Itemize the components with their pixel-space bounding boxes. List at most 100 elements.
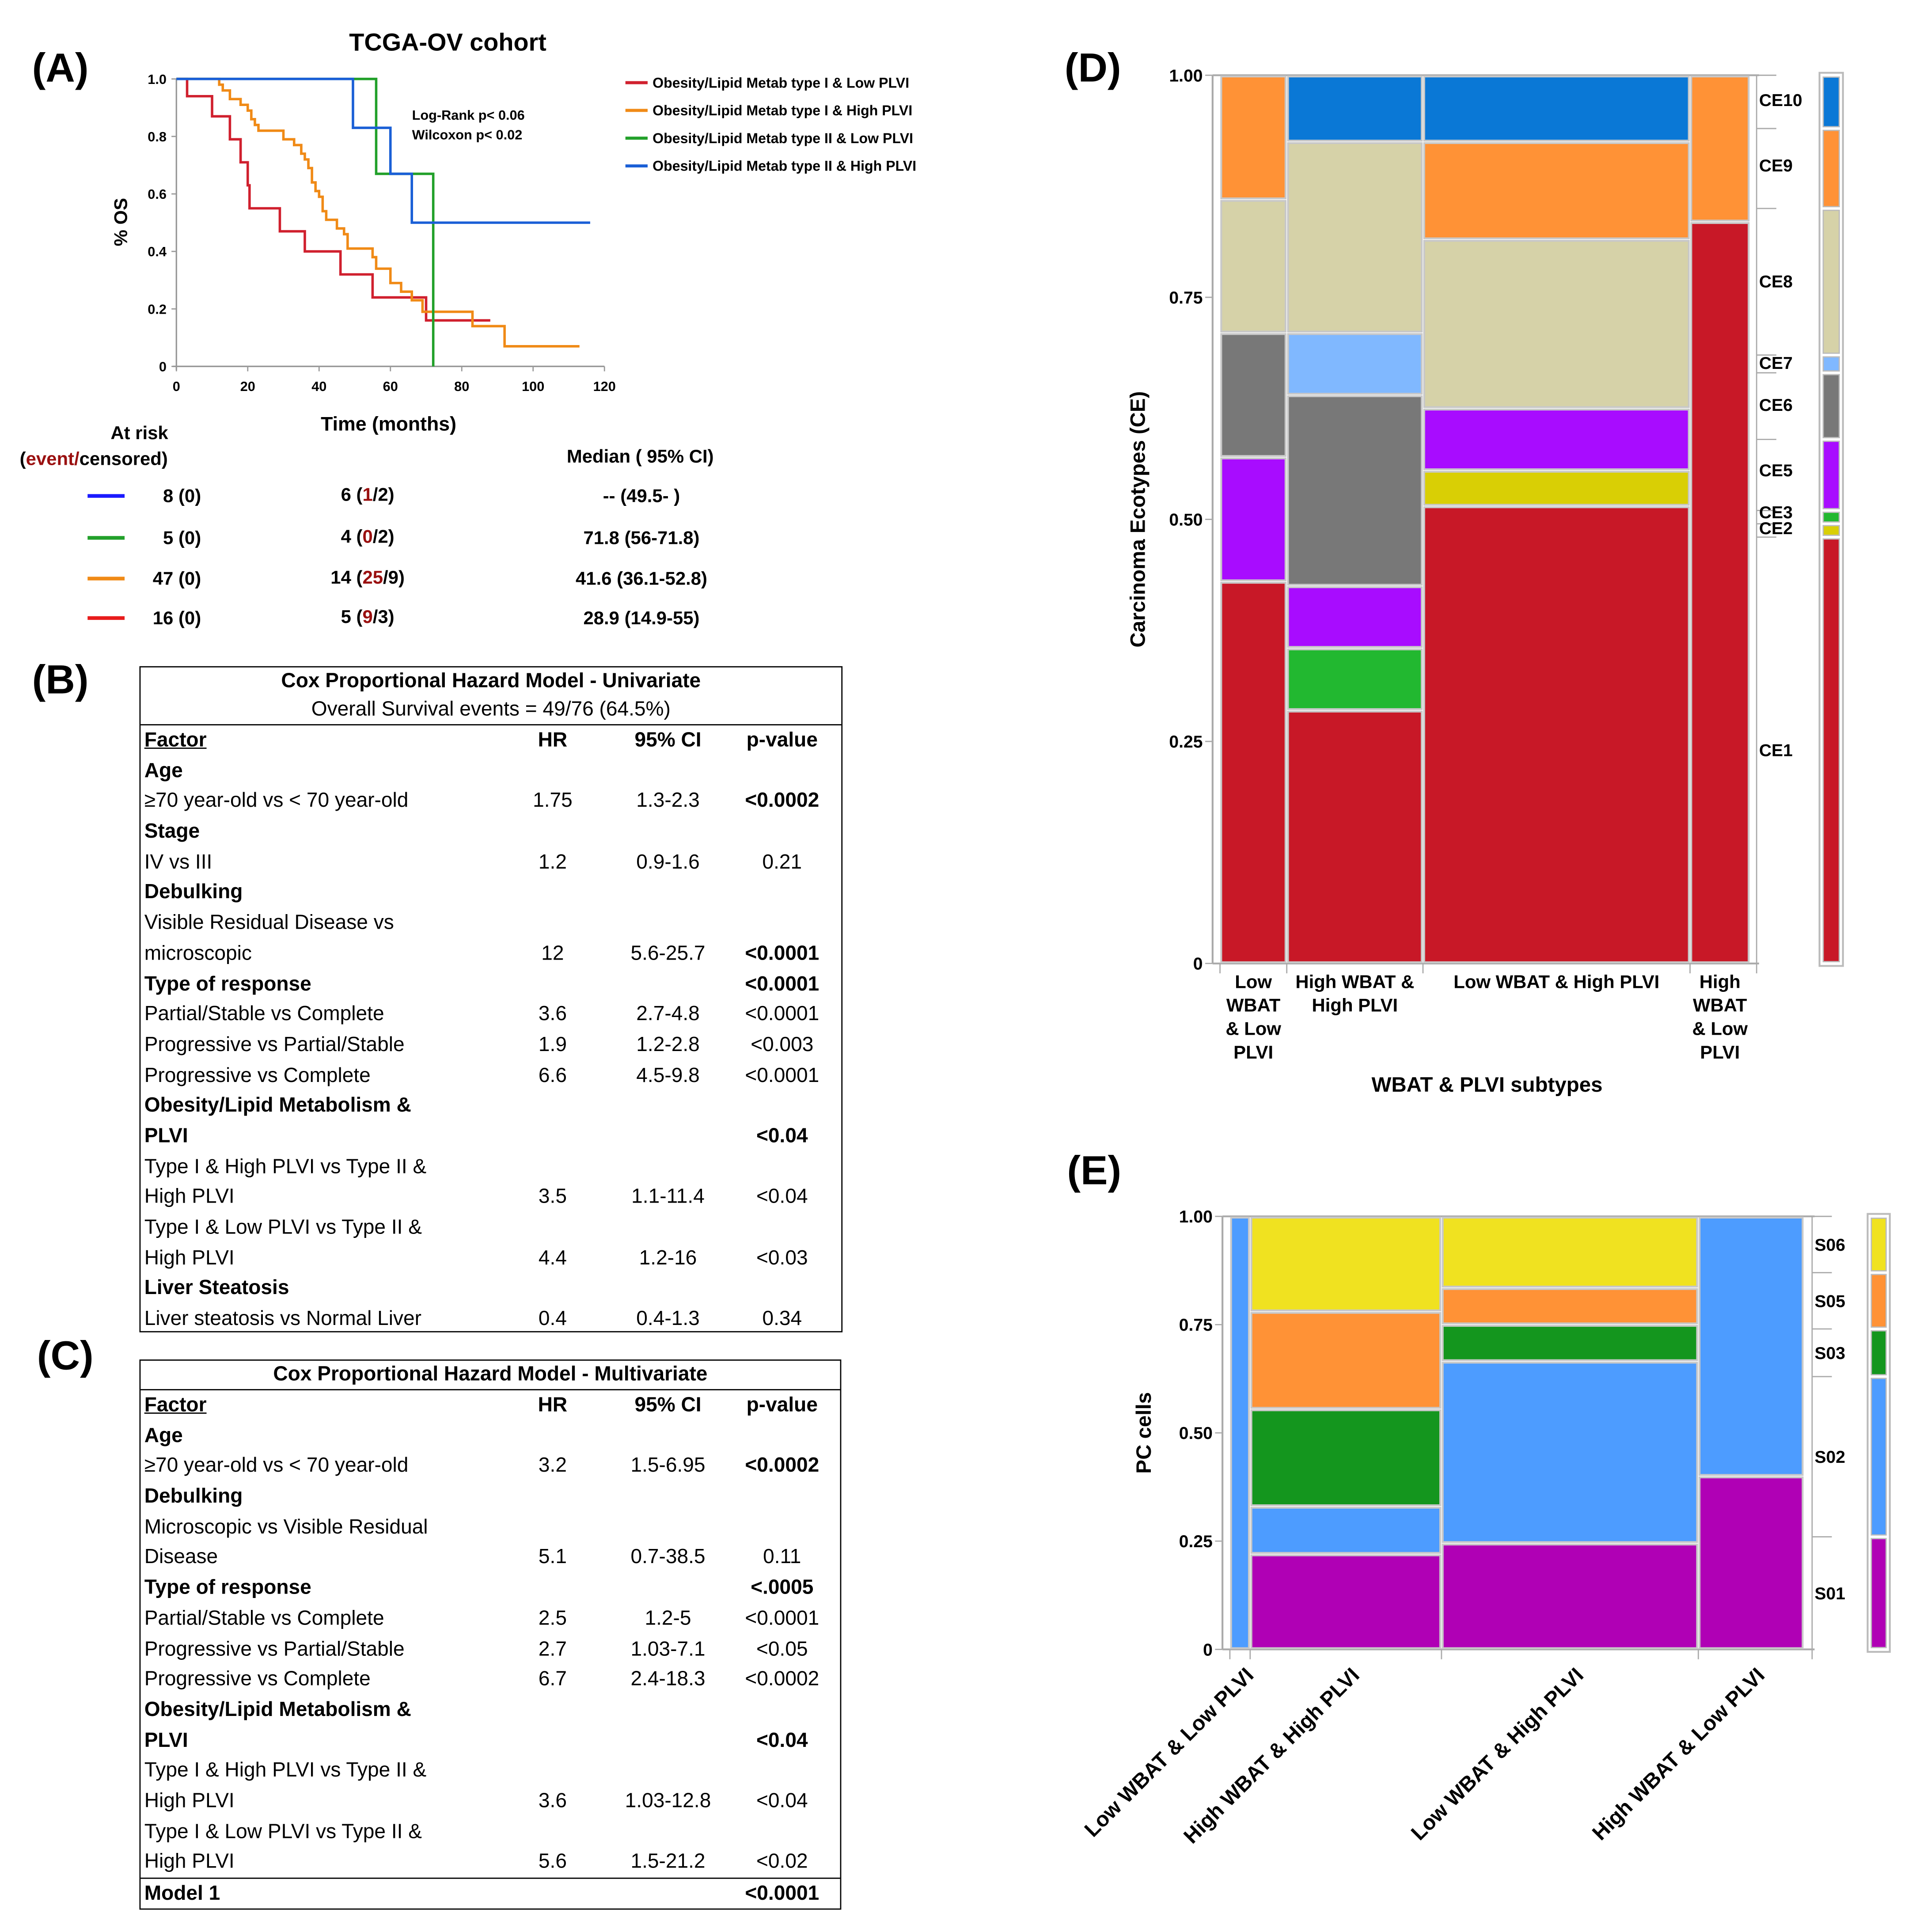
table-row: High PLVI 5.6 1.5-21.2 <0.02 [140,1847,840,1878]
y-tick-label: 0 [1203,1640,1213,1659]
chart-title: TCGA-OV cohort [349,28,546,56]
hr-cell: 1.2 [538,850,567,873]
category-label-ce8: CE8 [1759,273,1793,292]
risk-count-part: / [373,484,378,505]
mosaic-cell-s05 [1442,1288,1698,1325]
panel-label-d: (D) [1064,44,1121,90]
category-label-ce7: CE7 [1759,354,1793,373]
factor-cell: Type I & High PLVI vs Type II & [144,1155,427,1178]
x-category-label: Low WBAT & Low PLVI [1080,1663,1258,1841]
risk-count-part: 2 [378,526,388,547]
p-value-cell: <0.0001 [745,1064,819,1086]
table-row: Visible Residual Disease vs [140,908,841,938]
hr-cell: 4.4 [538,1247,567,1269]
x-category-label: Low WBAT & High PLVI [1407,1663,1588,1845]
table-row: Microscopic vs Visible Residual [140,1512,840,1543]
marginal-segment-ce3 [1822,512,1840,523]
marginal-segment-ce5 [1822,440,1840,509]
mosaic-cell-s01 [1699,1476,1804,1649]
hr-cell: 6.7 [538,1668,567,1690]
ci-cell: 5.6-25.7 [630,942,706,965]
factor-cell: PLVI [144,1729,188,1751]
hr-cell: 3.6 [538,1003,567,1025]
marginal-segment-ce7 [1822,356,1840,372]
table-row: Obesity/Lipid Metabolism & [140,1091,841,1121]
x-tick-label: 100 [522,379,544,394]
factor-cell: Progressive vs Complete [144,1064,371,1086]
risk-count-start: 5 (0) [163,527,201,548]
marginal-segment-ce9 [1822,129,1840,208]
table-row: Progressive vs Complete 6.6 4.5-9.8 <0.0001 [140,1060,841,1091]
table-header: Cox Proportional Hazard Model - Multivar… [140,1361,840,1390]
y-tick-label: 0.75 [1169,288,1203,307]
ci-cell: 2.7-4.8 [636,1003,700,1025]
median-value: 71.8 (56-71.8) [583,527,699,548]
risk-count-part: 2 [378,484,388,505]
logrank-text: Log-Rank p< 0.06 [412,107,525,123]
table-row: Type of response <.0005 [140,1573,840,1604]
marginal-segment-s05 [1870,1274,1887,1328]
y-tick-label: 0 [1193,955,1203,974]
table-row: Progressive vs Partial/Stable 2.7 1.03-7.1… [140,1634,840,1664]
factor-cell: Progressive vs Complete [144,1668,371,1690]
mosaic-cell-ce5 [1287,586,1423,648]
risk-count-part: 9 [388,567,398,588]
p-value-cell: <0.0002 [745,790,819,812]
column-header-hr: HR [538,729,568,752]
factor-cell: Visible Residual Disease vs [144,911,394,934]
median-value: 28.9 (14.9-55) [583,607,699,628]
ci-cell: 1.1-11.4 [631,1186,705,1208]
factor-cell: Type I & Low PLVI vs Type II & [144,1820,422,1843]
category-label-ce2: CE2 [1759,519,1793,538]
factor-cell: Liver steatosis vs Normal Liver [144,1308,422,1330]
category-label-ce9: CE9 [1759,156,1793,175]
table-row: High PLVI 3.5 1.1-11.4 <0.04 [140,1182,841,1213]
x-tick-label: 120 [593,379,616,394]
mosaic-cell-ce6 [1220,333,1287,457]
mosaic-cell-ce2 [1423,471,1690,506]
y-axis-label: Carcinoma Ecotypes (CE) [1126,391,1149,647]
ci-cell: 1.2-16 [639,1247,697,1269]
x-category-label: High WBAT & [1295,972,1414,992]
table-row: Type I & High PLVI vs Type II & [140,1756,840,1786]
factor-cell: Type I & High PLVI vs Type II & [144,1759,427,1782]
factor-cell: Liver Steatosis [144,1277,289,1300]
risk-count-part: 4 ( [341,526,363,547]
mosaic-cell-ce9 [1220,76,1287,200]
x-category-label: PLVI [1700,1042,1740,1063]
y-tick-label: 1.0 [148,72,167,87]
table-row: Obesity/Lipid Metabolism & [140,1695,840,1725]
x-category-label: Low [1235,972,1272,992]
table-row: Model 1 <0.0001 [140,1877,840,1909]
mosaic-cell-s02 [1442,1362,1698,1543]
univariate-cox-table: Cox Proportional Hazard Model - Univaria… [139,666,843,1332]
factor-cell: High PLVI [144,1851,235,1873]
table-row: High PLVI 4.4 1.2-16 <0.03 [140,1243,841,1274]
table-row: ≥70 year-old vs < 70 year-old 1.75 1.3-2.3… [140,786,841,817]
ci-cell: 0.7-38.5 [630,1546,706,1569]
factor-cell: Model 1 [144,1883,220,1905]
mosaic-cell-ce1 [1423,506,1690,964]
mosaic-cell-ce3 [1287,648,1423,710]
x-category-label: WBAT [1693,995,1747,1016]
risk-count-start: 47 (0) [153,568,201,589]
table-row: Debulking [140,1482,840,1512]
factor-cell: High PLVI [144,1186,235,1208]
ci-cell: 1.2-5 [645,1607,691,1630]
x-tick-label: 60 [383,379,398,394]
factor-cell: IV vs III [144,850,212,873]
marginal-segment-ce8 [1822,209,1840,354]
column-header-ci: 95% CI [634,1394,702,1416]
y-tick-label: 1.00 [1169,66,1203,85]
y-tick-label: 0.4 [148,244,167,259]
hr-cell: 2.5 [538,1607,567,1630]
marginal-segment-s02 [1870,1378,1887,1536]
x-axis-label: WBAT & PLVI subtypes [1372,1073,1603,1097]
table-row: Partial/Stable vs Complete 3.6 2.7-4.8 <0.0… [140,999,841,1030]
column-header-hr: HR [538,1394,568,1416]
p-value-cell: 0.21 [762,850,802,873]
mosaic-cell-s01 [1250,1554,1442,1649]
factor-cell: Progressive vs Partial/Stable [144,1033,405,1056]
p-value-cell: <0.05 [756,1637,808,1660]
